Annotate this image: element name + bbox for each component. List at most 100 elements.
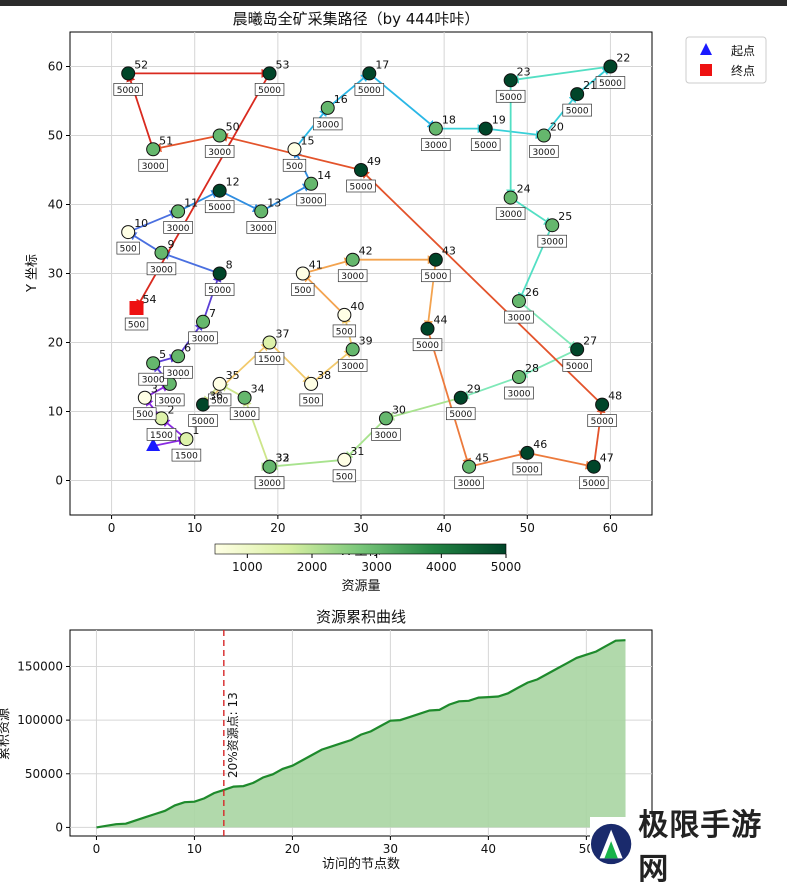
- node-value-label: 3000: [158, 396, 181, 406]
- node-value-box: [138, 372, 168, 386]
- route-segment: [302, 272, 346, 316]
- node-value-box: [291, 283, 315, 296]
- node-value-label: 5000: [192, 417, 215, 427]
- node-id-label: 13: [267, 196, 281, 209]
- node-value-box: [562, 103, 592, 117]
- route-segment: [127, 210, 179, 233]
- node-value-label: 500: [336, 327, 353, 337]
- resource-node: [146, 142, 161, 157]
- route-y-tick-label: 40: [48, 198, 63, 212]
- route-node-labels: 1150021500350043000530006300073000850009…: [113, 52, 630, 490]
- resource-node: [337, 307, 352, 322]
- node-value-label: 3000: [192, 334, 215, 344]
- cumulative-x-tick-label: 0: [93, 842, 101, 856]
- route-nodes: [121, 59, 618, 474]
- resource-node: [254, 204, 269, 219]
- route-x-tick-label: 40: [437, 521, 452, 535]
- node-id-label: 34: [251, 383, 265, 396]
- node-value-box: [204, 145, 235, 158]
- node-value-box: [146, 262, 177, 276]
- resource-node: [378, 411, 393, 426]
- node-value-label: 3000: [208, 148, 231, 158]
- route-x-tick-label: 30: [353, 521, 368, 535]
- twenty-percent-marker-label: 20%资源点: 13: [226, 692, 240, 778]
- node-id-label: 37: [276, 328, 290, 341]
- node-value-box: [504, 310, 534, 324]
- node-value-label: 3000: [250, 224, 273, 234]
- route-x-tick-label: 20: [270, 521, 285, 535]
- resource-node: [154, 411, 169, 426]
- node-id-label: 28: [525, 362, 539, 375]
- node-value-label: 3000: [142, 162, 165, 172]
- route-segment: [310, 348, 354, 385]
- resource-node: [511, 294, 526, 309]
- node-value-box: [155, 393, 185, 407]
- node-value-box: [504, 386, 534, 400]
- resource-node: [545, 218, 560, 233]
- node-value-label: 3000: [374, 431, 397, 441]
- node-value-label: 500: [336, 472, 353, 482]
- node-value-box: [332, 469, 357, 483]
- node-value-label: 3000: [341, 362, 364, 372]
- route-segment: [219, 189, 263, 213]
- cumulative-x-tick-label: 40: [481, 842, 496, 856]
- node-value-box: [587, 414, 617, 427]
- node-value-box: [454, 476, 484, 490]
- cumulative-y-tick-label: 0: [55, 820, 63, 834]
- node-value-label: 500: [211, 396, 228, 406]
- resource-node: [154, 245, 169, 260]
- route-y-tick-label: 60: [48, 60, 63, 74]
- resource-node: [570, 87, 585, 102]
- resource-node: [146, 356, 161, 371]
- route-y-tick-label: 30: [48, 267, 63, 281]
- node-value-label: 3000: [532, 148, 555, 158]
- node-value-label: 5000: [350, 183, 373, 193]
- node-value-box: [529, 145, 559, 158]
- node-value-label: 3000: [233, 410, 256, 420]
- site-logo-icon: [590, 823, 632, 865]
- resource-node: [137, 390, 152, 405]
- resource-node: [462, 459, 477, 474]
- resource-node: [354, 163, 368, 177]
- node-id-label: 49: [367, 155, 381, 168]
- cumulative-y-axis-label: 累积资源: [0, 708, 12, 760]
- resource-node: [595, 397, 610, 412]
- resource-node: [196, 397, 211, 412]
- start-marker: [146, 438, 161, 451]
- route-x-tick-label: 50: [520, 521, 535, 535]
- resource-node: [478, 121, 493, 136]
- resource-node: [196, 314, 211, 329]
- resource-node: [212, 183, 227, 198]
- route-legend: 起点 终点: [685, 36, 767, 84]
- node-value-label: 5000: [499, 93, 522, 103]
- node-value-box: [116, 241, 140, 255]
- node-value-box: [562, 359, 592, 372]
- node-value-box: [282, 158, 307, 172]
- end-marker: [129, 301, 144, 315]
- node-id-label: 14: [317, 169, 331, 182]
- node-id-label: 19: [492, 114, 506, 127]
- node-value-box: [204, 200, 235, 214]
- colorbar: 1000 2000 3000 4000 5000 资源量: [214, 543, 521, 594]
- node-value-box: [133, 407, 157, 421]
- resource-node: [428, 121, 443, 136]
- node-value-box: [163, 365, 193, 379]
- node-id-label: 2: [167, 403, 174, 416]
- node-value-box: [229, 407, 260, 421]
- route-y-axis-label: Y 坐标: [25, 254, 40, 293]
- node-value-box: [495, 89, 526, 103]
- node-value-label: 5000: [424, 272, 447, 282]
- node-value-box: [124, 317, 149, 331]
- resource-node: [586, 459, 601, 474]
- node-value-label: 500: [136, 410, 153, 420]
- route-axis-ticks: 0 10 20 30 40 50 60 0 10 20 30 40 50 60: [48, 60, 618, 536]
- node-value-box: [337, 359, 368, 372]
- route-segment: [343, 417, 387, 461]
- node-value-box: [446, 407, 476, 421]
- node-value-box: [171, 448, 202, 462]
- route-segment: [152, 134, 220, 153]
- node-id-label: 40: [350, 300, 364, 313]
- end-legend-marker: [700, 64, 712, 76]
- resource-node: [503, 190, 518, 205]
